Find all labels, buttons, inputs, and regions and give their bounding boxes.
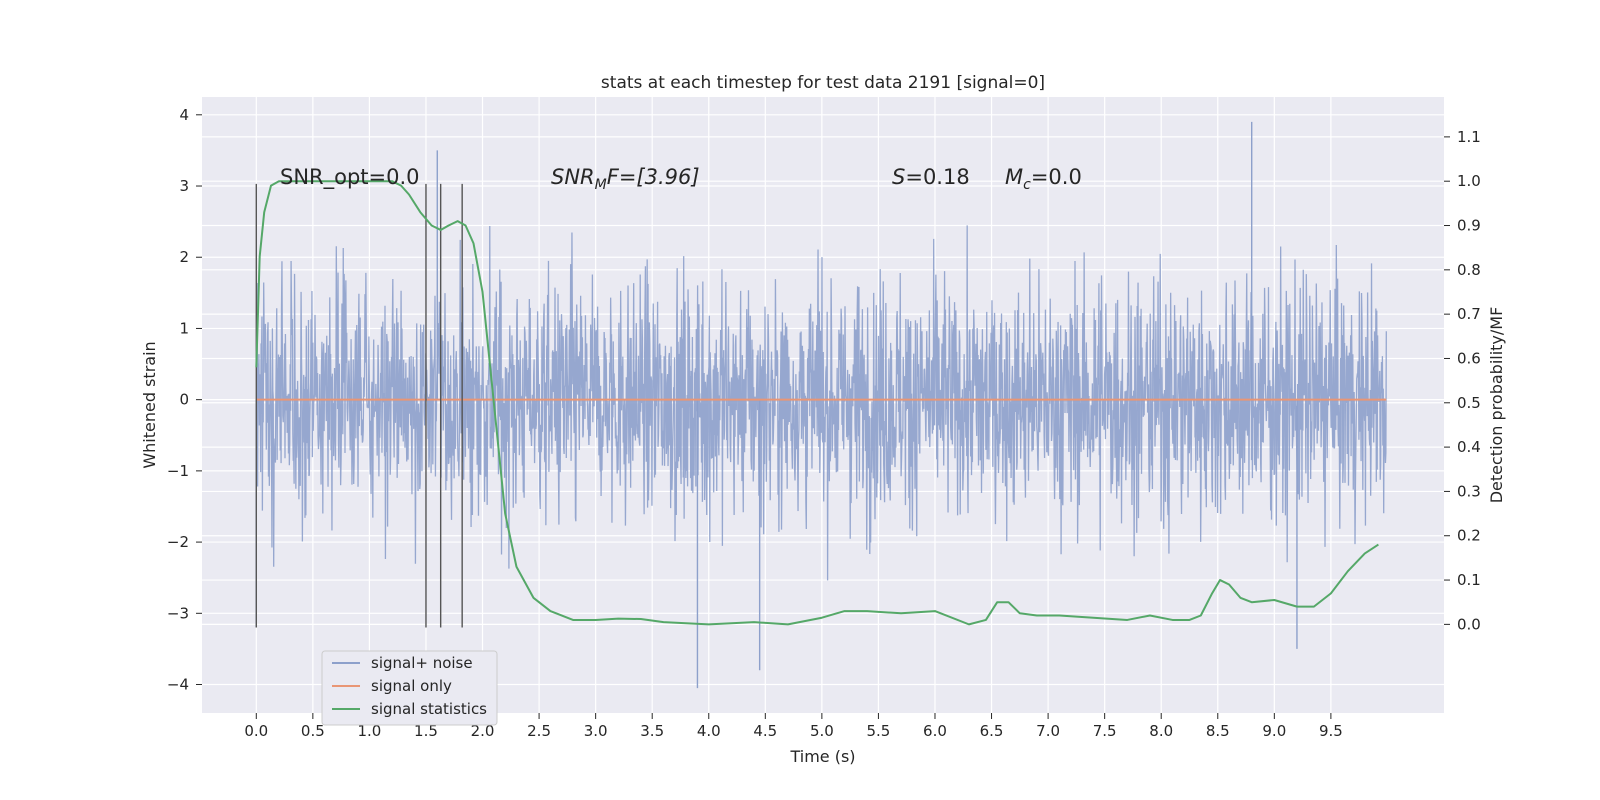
x-tick-label-4: 2.0: [471, 722, 495, 740]
annotation-mc-value: =0.0: [1031, 165, 1082, 189]
y-left-tick-label-8: 4: [179, 106, 189, 124]
y-right-tick-label-3: 0.3: [1457, 482, 1481, 500]
x-tick-label-10: 5.0: [810, 722, 834, 740]
annotation-mc-sub: c: [1023, 177, 1031, 193]
vertical-markers: [255, 183, 463, 628]
x-tick-label-14: 7.0: [1036, 722, 1060, 740]
y-left-tick-label-1: −3: [167, 604, 189, 622]
y-right-tick-label-8: 0.8: [1457, 261, 1481, 279]
chart-title: stats at each timestep for test data 219…: [601, 73, 1045, 93]
annotation-s-value: =0.18: [905, 165, 969, 189]
x-tick-label-11: 5.5: [866, 722, 890, 740]
y-right-tick-label-2: 0.2: [1457, 527, 1481, 545]
y-left-tick-label-2: −2: [167, 533, 189, 551]
y-axis-left-ticks: −4 −3 −2 −1 0 1 2 3 4: [167, 106, 202, 694]
y-right-tick-label-4: 0.4: [1457, 438, 1481, 456]
y-axis-right-ticks: 0.0 0.1 0.2 0.3 0.4 0.5 0.6 0.7 0.8 0.9 1.0 1.1: [1444, 128, 1481, 633]
y-right-tick-label-7: 0.7: [1457, 305, 1481, 323]
y-right-tick-label-0: 0.0: [1457, 615, 1481, 633]
y-left-tick-label-7: 3: [179, 177, 189, 195]
legend-label-signal-noise: signal+ noise: [371, 654, 473, 672]
annotation-snr-mf-rest: F=[3.96]: [607, 165, 700, 189]
y-right-tick-label-6: 0.6: [1457, 349, 1481, 367]
x-tick-label-13: 6.5: [980, 722, 1004, 740]
x-tick-label-3: 1.5: [414, 722, 438, 740]
x-tick-label-16: 8.0: [1149, 722, 1173, 740]
y-left-tick-label-6: 2: [179, 248, 189, 266]
y-left-tick-label-3: −1: [167, 462, 189, 480]
annotation-snr-mf-sub: M: [595, 177, 607, 193]
x-tick-label-5: 2.5: [527, 722, 551, 740]
annotation-mc: Mc=0.0: [1005, 165, 1082, 193]
annotation-s-label: S: [892, 165, 905, 189]
y-right-tick-label-5: 0.5: [1457, 394, 1481, 412]
x-tick-label-7: 3.5: [640, 722, 664, 740]
x-tick-label-2: 1.0: [357, 722, 381, 740]
y-right-tick-label-11: 1.1: [1457, 128, 1481, 146]
legend: signal+ noise signal only signal statist…: [321, 650, 498, 726]
y-axis-right-label: Detection probability/MF: [1487, 307, 1506, 504]
annotation-mc-label: M: [1005, 165, 1023, 189]
signal-noise-line: [255, 225, 1387, 581]
annotation-snr-mf-base: SNR: [551, 165, 595, 189]
x-axis-ticks: 0.0 0.5 1.0 1.5 2.0 2.5 3.0 3.5 4.0 4.5 5.0 5.5 6.0 6…: [244, 713, 1343, 740]
x-axis-label: Time (s): [789, 747, 855, 766]
y-right-tick-label-9: 0.9: [1457, 217, 1481, 235]
x-tick-label-12: 6.0: [923, 722, 947, 740]
y-right-tick-label-10: 1.0: [1457, 172, 1481, 190]
signal-statistics-line: [255, 180, 1379, 626]
legend-box: [321, 650, 498, 726]
x-tick-label-8: 4.0: [697, 722, 721, 740]
x-tick-label-9: 4.5: [753, 722, 777, 740]
y-left-tick-label-5: 1: [179, 319, 189, 337]
x-tick-label-18: 9.0: [1262, 722, 1286, 740]
y-axis-left-label: Whitened strain: [140, 341, 159, 468]
annotation-s: S=0.18: [892, 165, 970, 189]
legend-label-signal-only: signal only: [371, 677, 452, 695]
series-signal-statistics: [255, 180, 1379, 626]
x-tick-label-15: 7.5: [1093, 722, 1117, 740]
x-tick-label-17: 8.5: [1206, 722, 1230, 740]
y-left-tick-label-0: −4: [167, 676, 189, 694]
x-tick-label-1: 0.5: [301, 722, 325, 740]
legend-label-signal-statistics: signal statistics: [371, 700, 487, 718]
y-left-tick-label-4: 0: [179, 391, 189, 409]
x-tick-label-6: 3.0: [584, 722, 608, 740]
y-right-tick-label-1: 0.1: [1457, 571, 1481, 589]
annotation-snr-opt: SNR_opt=0.0: [280, 165, 420, 190]
x-tick-label-19: 9.5: [1319, 722, 1343, 740]
x-tick-label-0: 0.0: [244, 722, 268, 740]
annotation-snr-mf: SNRMF=[3.96]: [551, 165, 700, 193]
